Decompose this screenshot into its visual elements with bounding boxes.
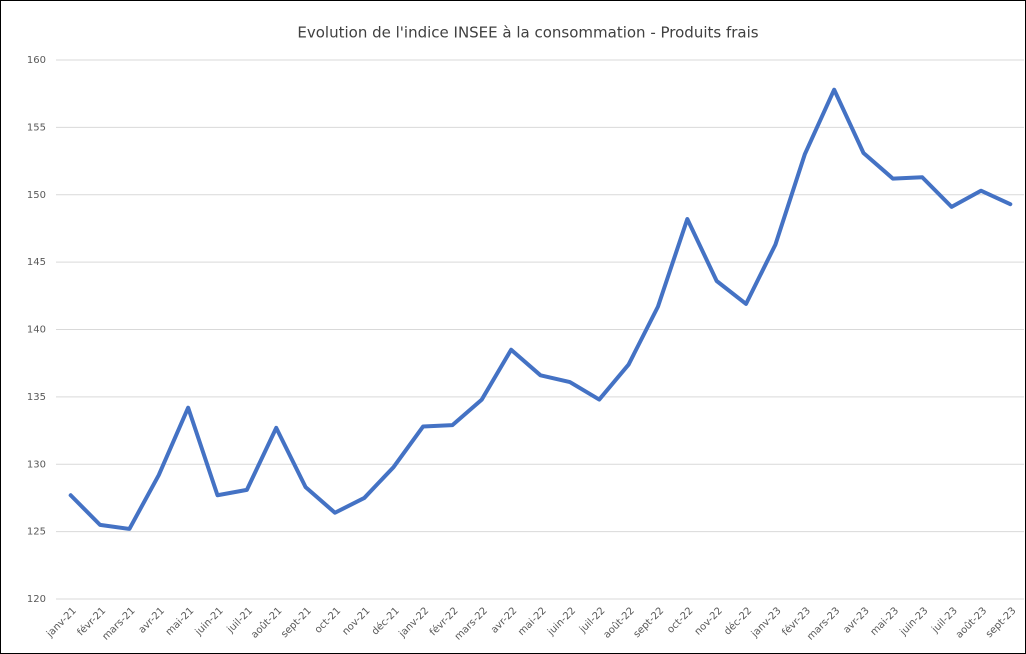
y-tick-label: 135 [27,392,46,403]
y-tick-label: 120 [27,594,46,605]
line-series [68,87,1013,531]
y-tick-label: 150 [27,190,46,201]
y-tick-label: 145 [27,257,46,268]
y-tick-label: 130 [27,459,46,470]
chart-title: Evolution de l'indice INSEE à la consomm… [297,24,758,42]
y-tick-label: 125 [27,527,46,538]
y-tick-label: 155 [27,122,46,133]
y-tick-label: 160 [27,55,46,66]
y-tick-label: 140 [27,325,46,336]
